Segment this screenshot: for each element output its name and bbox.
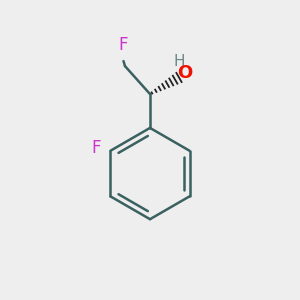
Text: O: O — [177, 64, 192, 82]
Text: H: H — [174, 54, 185, 69]
Text: F: F — [119, 36, 128, 54]
Text: F: F — [92, 140, 101, 158]
